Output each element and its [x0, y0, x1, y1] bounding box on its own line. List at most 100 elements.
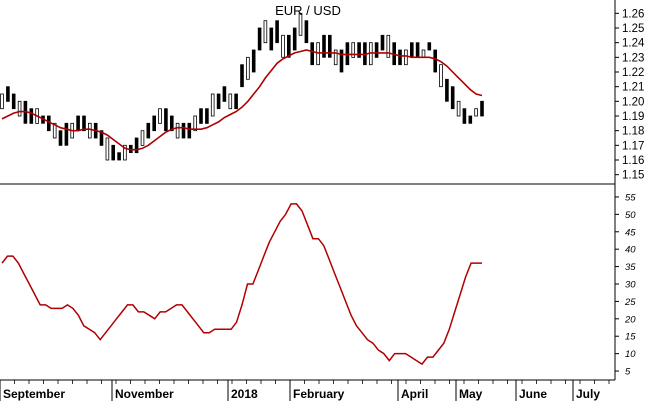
price-bar [357, 42, 361, 58]
oscillator-panel [1, 203, 482, 366]
x-axis-tick-label: February [293, 387, 345, 401]
price-bar [310, 42, 314, 66]
price-bar [409, 42, 414, 58]
price-bar [175, 122, 180, 139]
price-bar [158, 108, 162, 124]
price-bar [286, 34, 291, 58]
price-bar [251, 49, 256, 73]
price-bar [240, 64, 244, 88]
price-axis-tick-label: 1.17 [622, 140, 644, 152]
price-bar [210, 93, 215, 117]
price-bar [76, 115, 80, 132]
chart-title: EUR / USD [275, 3, 341, 18]
x-axis-tick-label: April [401, 387, 428, 401]
price-bar [339, 49, 344, 73]
oscillator-axis-tick-label: 5 [625, 367, 631, 378]
price-bar [140, 130, 145, 146]
price-bar [450, 86, 455, 110]
price-bar [82, 115, 86, 132]
price-axis-tick-label: 1.16 [622, 155, 644, 167]
moving-average-line [1, 49, 483, 151]
oscillator-axis-tick-label: 35 [625, 262, 636, 273]
price-bar [205, 108, 209, 124]
price-axis-tick-label: 1.15 [622, 170, 644, 182]
price-bar [181, 122, 186, 139]
price-bar [333, 49, 338, 66]
price-bar [99, 130, 104, 146]
x-axis-tick-label: May [459, 387, 483, 401]
price-bar [263, 20, 268, 44]
price-axis-tick-label: 1.22 [622, 67, 644, 79]
price-bar [199, 108, 203, 124]
price-axis-tick-label: 1.25 [622, 23, 644, 35]
price-bar [11, 93, 16, 110]
price-bar [462, 108, 467, 124]
price-bar [117, 152, 121, 161]
price-bar [187, 122, 192, 139]
price-bar [351, 42, 355, 58]
price-bar [216, 93, 221, 110]
x-axis-tick-label: November [115, 387, 174, 401]
price-bar [374, 42, 379, 58]
price-bar [421, 49, 426, 58]
price-bar [234, 93, 238, 110]
price-bar [427, 42, 432, 51]
price-bar [193, 115, 198, 132]
oscillator-axis-tick-label: 25 [624, 297, 636, 308]
price-axis-tick-label: 1.19 [622, 111, 644, 123]
price-bar [257, 27, 262, 51]
price-panel [0, 12, 484, 161]
price-bar [433, 49, 437, 73]
price-bar [246, 56, 250, 80]
price-bar [222, 86, 227, 102]
price-bar [439, 64, 443, 88]
oscillator-axis-tick-label: 10 [625, 349, 636, 360]
oscillator-axis-tick-label: 45 [625, 227, 636, 238]
price-bar [146, 122, 151, 139]
price-bar [152, 115, 157, 132]
price-bar [0, 93, 4, 110]
price-bar [398, 49, 402, 66]
price-axis-tick-label: 1.21 [622, 82, 644, 94]
x-axis-tick-label: July [576, 387, 600, 401]
price-bar [292, 27, 297, 51]
price-bar [445, 78, 449, 102]
price-bar [269, 27, 274, 51]
oscillator-axis-tick-label: 55 [625, 193, 636, 204]
price-bar [386, 34, 391, 58]
price-bar [105, 137, 110, 161]
price-bar [17, 100, 22, 117]
price-bar [88, 122, 92, 139]
price-axis-tick-label: 1.18 [622, 126, 644, 138]
oscillator-axis-tick-label: 15 [625, 332, 636, 343]
price-bar [480, 100, 484, 117]
price-bar [474, 108, 478, 117]
price-axis-tick-label: 1.23 [622, 52, 644, 64]
oscillator-axis-tick-label: 30 [625, 280, 636, 291]
x-axis-tick-label: September [3, 387, 65, 401]
price-bar [47, 115, 51, 132]
price-axis-tick-label: 1.24 [622, 38, 645, 50]
price-bar [29, 108, 34, 124]
price-bar [164, 108, 168, 132]
oscillator-axis-tick-label: 50 [625, 210, 636, 221]
price-bar [415, 42, 420, 58]
price-bar [111, 144, 116, 161]
price-bar [6, 86, 10, 102]
price-bar [380, 34, 385, 51]
price-bar [134, 137, 139, 154]
price-bar [64, 122, 69, 146]
price-axis-tick-label: 1.20 [622, 96, 644, 108]
price-bar [169, 115, 174, 132]
price-axis-tick-label: 1.26 [622, 8, 644, 20]
x-axis-tick-label: June [519, 387, 547, 401]
price-bar [322, 34, 326, 58]
price-bar [456, 100, 461, 117]
price-bar [275, 20, 279, 44]
oscillator-line [1, 203, 482, 366]
price-bar [304, 20, 309, 44]
price-bar [468, 115, 473, 124]
